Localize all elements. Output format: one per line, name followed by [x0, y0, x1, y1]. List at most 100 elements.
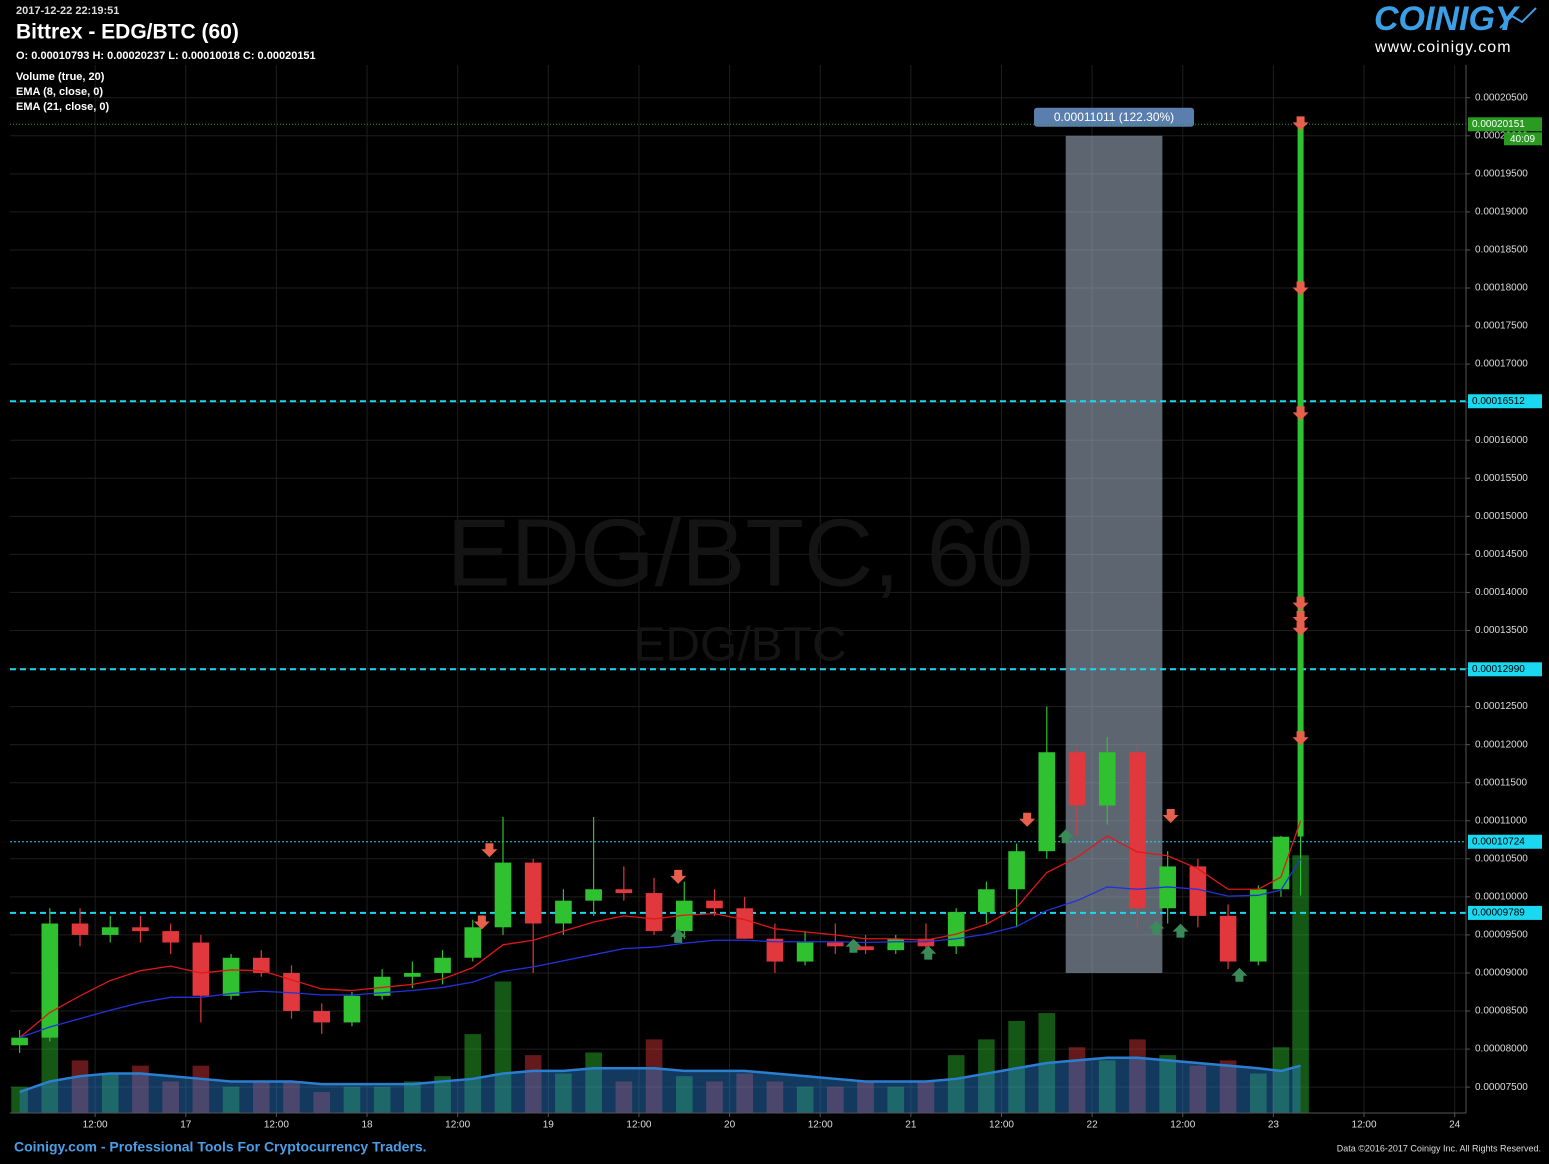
- volume-bar: [71, 1060, 89, 1113]
- y-tick-label: 0.00010500: [1475, 853, 1528, 864]
- candle-body: [947, 912, 965, 947]
- candle-body: [796, 942, 814, 962]
- buy-signal: [1231, 967, 1248, 982]
- sell-signal: [1292, 281, 1309, 296]
- buy-signal: [1057, 829, 1074, 844]
- y-tick-label: 0.00014000: [1475, 587, 1528, 598]
- candle-body: [1098, 752, 1116, 806]
- measure-box: [1065, 135, 1163, 973]
- volume-bar: [1249, 1073, 1267, 1113]
- buy-signal: [920, 945, 937, 960]
- candle-body: [41, 923, 59, 1038]
- sell-signal: [1292, 596, 1309, 611]
- volume-bar: [252, 1081, 270, 1113]
- y-tick-label: 0.00019500: [1475, 168, 1528, 179]
- candle-body: [978, 889, 995, 913]
- y-tick-label: 0.00011500: [1475, 777, 1528, 788]
- candle-body: [1219, 915, 1237, 962]
- y-tick-label: 0.00017000: [1475, 359, 1528, 370]
- volume-bar: [706, 1081, 723, 1113]
- level-label: 0.00010724: [1472, 836, 1525, 847]
- y-tick-label: 0.00010000: [1475, 891, 1528, 902]
- y-tick-label: 0.00012000: [1475, 739, 1528, 750]
- x-tick-label: 12:00: [264, 1120, 289, 1131]
- volume-bar: [524, 1055, 542, 1113]
- level-label-bg: [1468, 394, 1542, 409]
- x-tick-label: 18: [361, 1120, 373, 1131]
- candle-body: [615, 889, 633, 894]
- candle-body: [343, 995, 361, 1023]
- volume-bar: [766, 1081, 784, 1113]
- volume-bar: [978, 1039, 995, 1113]
- y-tick-label: 0.00020000: [1475, 130, 1528, 141]
- volume-bar: [1292, 855, 1309, 1113]
- candle-body: [132, 927, 149, 932]
- candle-body: [162, 931, 179, 943]
- candle-body: [766, 938, 784, 962]
- candle-body: [827, 942, 844, 947]
- volume-bar: [1008, 1020, 1025, 1113]
- sell-signal: [1292, 621, 1309, 636]
- x-tick-label: 22: [1087, 1120, 1099, 1131]
- footer-left: Coinigy.com - Professional Tools For Cry…: [14, 1139, 427, 1155]
- candle-body: [434, 957, 451, 973]
- buy-signal: [670, 928, 687, 943]
- candle-body: [1249, 889, 1267, 962]
- y-tick-label: 0.00012500: [1475, 701, 1528, 712]
- y-tick-label: 0.00016000: [1475, 435, 1528, 446]
- candle-body: [524, 862, 542, 924]
- volume-bar: [494, 981, 512, 1113]
- footer-right: Data ©2016-2017 Coinigy Inc. All Rights …: [1337, 1143, 1541, 1153]
- indicator-label: EMA (21, close, 0): [16, 101, 109, 113]
- indicator-label: Volume (true, 20): [16, 71, 105, 83]
- y-tick-label: 0.00018500: [1475, 245, 1528, 256]
- sell-signal: [473, 915, 490, 930]
- countdown-bg: [1504, 132, 1542, 146]
- x-tick-label: 23: [1268, 1120, 1280, 1131]
- candle-body: [1297, 124, 1304, 837]
- volume-bar: [464, 1034, 482, 1113]
- candle-body: [887, 938, 905, 951]
- volume-bar: [736, 1073, 753, 1113]
- x-tick-label: 12:00: [83, 1120, 108, 1131]
- ohlc: O: 0.00010793 H: 0.00020237 L: 0.0001001…: [16, 50, 316, 62]
- candle-body: [917, 938, 935, 947]
- y-tick-label: 0.00014500: [1475, 549, 1528, 560]
- volume-bar: [555, 1073, 572, 1113]
- sell-signal: [1162, 808, 1179, 823]
- volume-bar: [1189, 1065, 1207, 1113]
- volume-bar: [1219, 1060, 1237, 1113]
- y-tick-label: 0.00018000: [1475, 283, 1528, 294]
- candle-body: [857, 946, 874, 951]
- y-tick-label: 0.00020500: [1475, 92, 1528, 103]
- candle-body: [373, 976, 391, 996]
- x-tick-label: 21: [905, 1120, 917, 1131]
- ema-line: [19, 820, 1302, 1039]
- volume-bar: [404, 1081, 421, 1113]
- candle-body: [1068, 752, 1086, 806]
- x-tick-label: 12:00: [989, 1120, 1014, 1131]
- volume-bar: [162, 1081, 179, 1113]
- y-tick-label: 0.00009000: [1475, 968, 1528, 979]
- y-tick-label: 0.00019000: [1475, 207, 1528, 218]
- sell-signal: [1292, 406, 1309, 421]
- candle-body: [1189, 866, 1207, 916]
- x-tick-label: 12:00: [1352, 1120, 1377, 1131]
- volume-bar: [827, 1086, 844, 1113]
- volume-bar: [887, 1086, 905, 1113]
- volume-bar: [675, 1076, 693, 1113]
- volume-bar: [1098, 1060, 1116, 1113]
- logo-icon: [1499, 7, 1537, 29]
- candle-body: [101, 927, 119, 935]
- title: Bittrex - EDG/BTC (60): [16, 21, 239, 44]
- watermark: EDG/BTC, 60: [447, 499, 1034, 606]
- volume-bar: [947, 1055, 965, 1113]
- volume-bar: [796, 1086, 814, 1113]
- grid-layer: [10, 65, 1466, 1113]
- sell-signal: [1292, 116, 1309, 131]
- volume-bar: [222, 1086, 240, 1113]
- candle-body: [11, 1037, 28, 1046]
- level-label-bg: [1468, 905, 1542, 920]
- candle-body: [706, 900, 723, 909]
- sell-signal: [1292, 611, 1309, 626]
